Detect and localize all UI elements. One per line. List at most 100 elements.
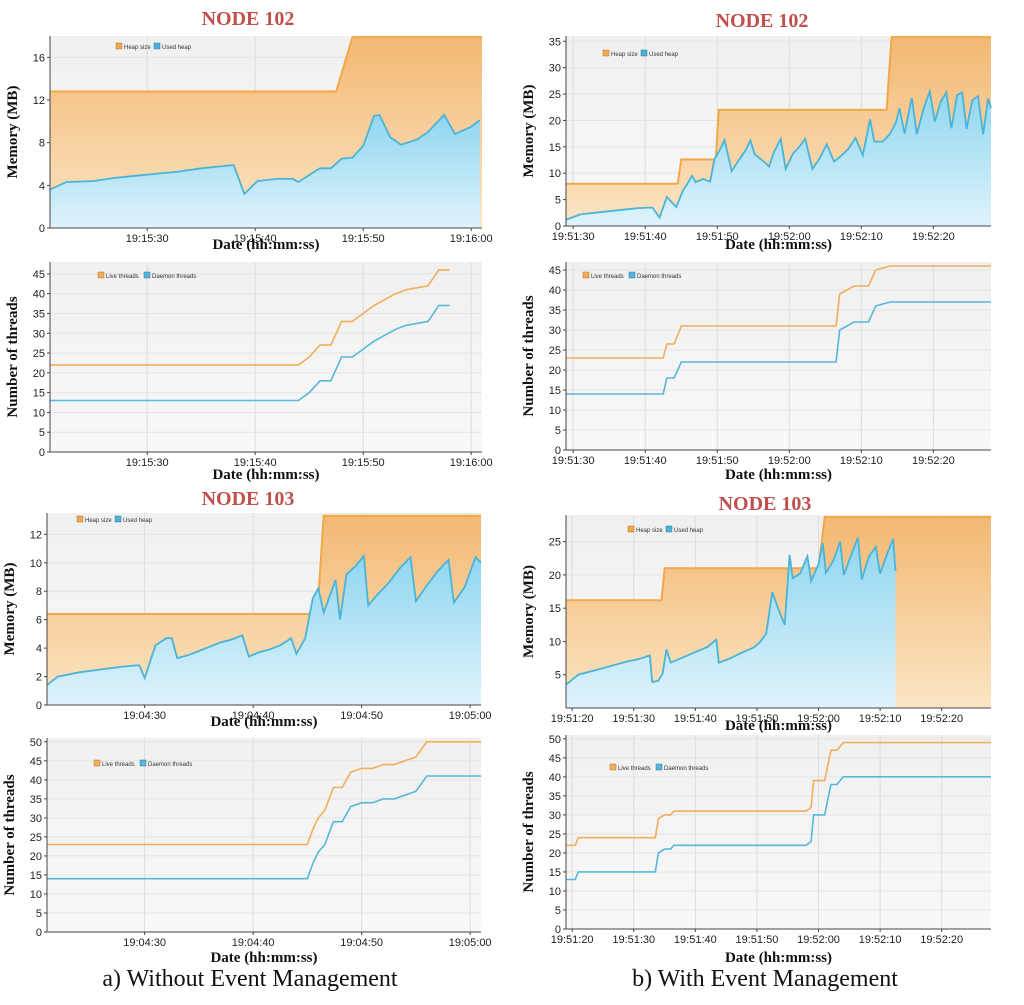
legend-swatch	[153, 42, 161, 50]
used-heap-area	[47, 555, 481, 705]
y-tick-label: 40	[33, 289, 45, 301]
x-tick-label: 19:15:30	[126, 457, 169, 469]
y-tick-label: 0	[555, 221, 561, 233]
y-tick-label: 4	[39, 180, 45, 192]
x-axis-title: Date (hh:mm:ss)	[725, 237, 832, 253]
y-tick-label: 12	[30, 529, 42, 541]
legend-label: Used heap	[649, 52, 679, 58]
live-threads-line	[566, 265, 991, 359]
y-tick-label: 10	[33, 407, 45, 419]
y-tick-label: 30	[30, 813, 42, 825]
plot-background	[50, 262, 482, 452]
legend-label: Daemon threads	[637, 274, 681, 280]
y-tick-label: 12	[33, 95, 45, 107]
y-tick-label: 45	[30, 756, 42, 768]
chart-a-node102-mem: 0 4 8 12 16 19:15:30 19:15:40 19:15:50 19:16:00 D…	[5, 36, 493, 253]
x-tick-label: 19:51:30	[612, 934, 655, 946]
y-tick-label: 10	[30, 889, 42, 901]
y-tick-label: 16	[33, 52, 45, 64]
y-axis-title: Number of threads	[521, 295, 537, 416]
y-tick-label: 0	[555, 924, 561, 936]
daemon-threads-line	[566, 301, 991, 395]
legend-swatch	[628, 271, 636, 279]
y-tick-label: 25	[549, 345, 561, 357]
x-tick-label: 19:15:50	[342, 233, 385, 245]
daemon-threads-line	[50, 304, 450, 402]
x-axis-title: Date (hh:mm:ss)	[210, 950, 317, 966]
x-tick-label: 19:51:30	[552, 455, 595, 467]
legend-label: Used heap	[123, 518, 153, 524]
legend-label: Used heap	[674, 528, 704, 534]
y-tick-label: 15	[549, 867, 561, 879]
x-tick-label: 19:51:50	[736, 934, 779, 946]
legend-swatch	[97, 271, 105, 279]
y-tick-label: 5	[555, 670, 561, 682]
y-tick-label: 4	[36, 643, 42, 655]
x-tick-label: 19:15:40	[234, 457, 277, 469]
legend-swatch	[115, 42, 123, 50]
legend-label: Live threads	[618, 766, 651, 772]
x-tick-label: 19:52:20	[912, 231, 955, 243]
x-tick-label: 19:04:50	[340, 710, 383, 722]
chart-a-node103-threads: 0 5 10 15 20 25 30 35 40 45 50 19:04:30 19:04:40 19:0…	[2, 737, 492, 966]
x-tick-label: 19:52:00	[797, 934, 840, 946]
y-tick-label: 0	[555, 445, 561, 457]
used-heap-line	[565, 537, 897, 686]
legend-swatch	[139, 759, 147, 767]
x-tick-label: 19:52:20	[920, 713, 963, 725]
chart-title-a-node103: NODE 103	[201, 488, 295, 510]
y-axis-title: Memory (MB)	[521, 85, 537, 178]
y-tick-label: 15	[33, 388, 45, 400]
x-tick-label: 19:52:20	[912, 455, 955, 467]
y-tick-label: 30	[549, 810, 561, 822]
y-tick-label: 35	[549, 36, 561, 48]
y-tick-label: 6	[36, 615, 42, 627]
legend-label: Daemon threads	[664, 766, 708, 772]
x-tick-label: 19:51:40	[624, 231, 667, 243]
x-axis-title: Date (hh:mm:ss)	[725, 950, 832, 966]
y-axis-title: Number of threads	[2, 774, 18, 895]
y-tick-label: 40	[549, 772, 561, 784]
y-tick-label: 15	[549, 385, 561, 397]
used-heap-line	[46, 553, 482, 686]
y-tick-label: 20	[33, 368, 45, 380]
y-tick-label: 15	[30, 870, 42, 882]
y-tick-label: 5	[555, 425, 561, 437]
legend-swatch	[640, 49, 648, 57]
used-heap-area	[50, 114, 480, 228]
x-tick-label: 19:51:50	[696, 455, 739, 467]
x-axis-title: Date (hh:mm:ss)	[725, 467, 832, 483]
y-tick-label: 8	[36, 586, 42, 598]
y-tick-label: 10	[549, 405, 561, 417]
legend-label: Live threads	[591, 274, 624, 280]
y-tick-label: 30	[549, 63, 561, 75]
x-tick-label: 19:52:00	[768, 455, 811, 467]
y-axis-title: Memory (MB)	[5, 86, 21, 179]
y-tick-label: 10	[549, 168, 561, 180]
chart-b-node103-threads: 0 5 10 15 20 25 30 35 40 45 50 19:51:20 19:51:30 19:5…	[521, 734, 991, 966]
y-tick-label: 45	[549, 753, 561, 765]
y-tick-label: 0	[36, 700, 42, 712]
live-threads-line	[47, 740, 481, 846]
used-heap-area	[566, 537, 896, 708]
x-tick-label: 19:15:50	[342, 457, 385, 469]
y-tick-label: 10	[549, 636, 561, 648]
y-tick-label: 0	[36, 927, 42, 939]
y-tick-label: 25	[33, 348, 45, 360]
x-tick-label: 19:05:00	[449, 710, 492, 722]
x-tick-label: 19:52:10	[840, 231, 883, 243]
y-tick-label: 50	[549, 734, 561, 746]
y-tick-label: 10	[549, 886, 561, 898]
x-tick-label: 19:52:10	[859, 713, 902, 725]
x-tick-label: 19:04:30	[123, 937, 166, 949]
y-tick-label: 25	[549, 537, 561, 549]
chart-a-node103-mem: 0 2 4 6 8 10 12 19:04:30 19:04:40 19:04:50 19:05:0…	[2, 513, 492, 730]
legend-swatch	[609, 763, 617, 771]
y-tick-label: 30	[33, 328, 45, 340]
y-tick-label: 5	[39, 427, 45, 439]
y-tick-label: 5	[555, 905, 561, 917]
x-tick-label: 19:04:40	[232, 937, 275, 949]
y-tick-label: 15	[549, 603, 561, 615]
y-tick-label: 20	[549, 115, 561, 127]
